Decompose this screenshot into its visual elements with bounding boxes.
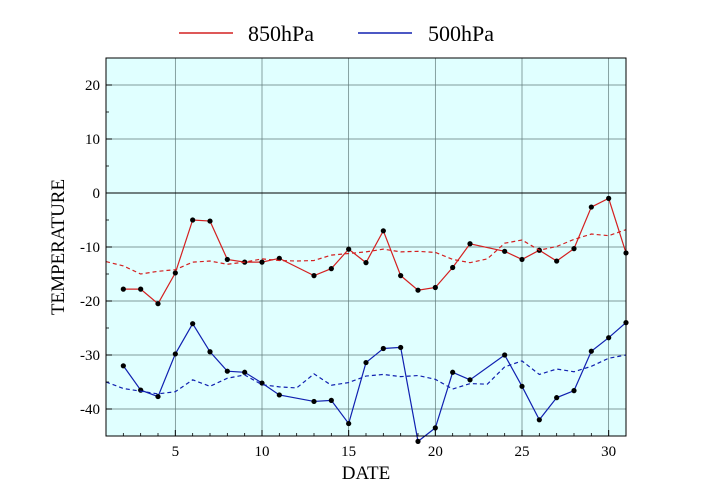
data-point xyxy=(502,248,508,254)
y-tick-label: 10 xyxy=(85,132,100,148)
data-point xyxy=(120,363,126,369)
data-point xyxy=(207,218,213,224)
data-point xyxy=(450,369,456,375)
data-point xyxy=(380,228,386,234)
data-point xyxy=(224,368,230,374)
data-point xyxy=(190,217,196,223)
data-point xyxy=(276,255,282,261)
series-line-2 xyxy=(122,322,627,443)
data-point xyxy=(606,195,612,201)
data-point xyxy=(120,286,126,292)
series-line-1 xyxy=(105,229,627,275)
data-point xyxy=(172,351,178,357)
series-0 xyxy=(120,195,629,307)
data-point xyxy=(172,270,178,276)
x-tick-label: 10 xyxy=(255,444,270,460)
x-axis-label: DATE xyxy=(342,463,391,484)
y-tick-label: 0 xyxy=(93,186,101,202)
data-point xyxy=(588,348,594,354)
data-point xyxy=(536,417,542,423)
data-point xyxy=(346,420,352,427)
data-point xyxy=(224,256,230,263)
data-point xyxy=(363,260,369,266)
data-point xyxy=(190,321,196,327)
y-tick-label: -40 xyxy=(80,402,100,418)
data-point xyxy=(311,273,317,279)
y-tick-label: 20 xyxy=(85,78,100,94)
data-point xyxy=(380,345,386,352)
x-tick-label: 30 xyxy=(601,444,616,460)
data-point xyxy=(328,397,334,403)
ticks: 5 10 15 20 25 30 20 10 0 -10 -20 -30 -40 xyxy=(80,57,627,460)
legend: 850hPa 500hPa xyxy=(179,21,494,46)
data-point xyxy=(554,395,560,401)
data-point xyxy=(398,273,404,279)
data-point xyxy=(276,392,282,398)
data-point xyxy=(155,301,161,307)
data-point xyxy=(398,344,404,351)
legend-label-500hpa: 500hPa xyxy=(428,21,494,46)
data-point xyxy=(502,352,508,358)
data-point xyxy=(554,258,560,264)
series-2 xyxy=(120,320,629,444)
data-point xyxy=(467,377,473,383)
data-point xyxy=(328,266,334,272)
series-layer xyxy=(105,195,629,444)
data-point xyxy=(207,349,213,355)
x-tick-label: 20 xyxy=(428,444,443,460)
y-tick-label: -30 xyxy=(80,348,100,364)
data-point xyxy=(467,241,473,247)
data-point xyxy=(415,287,421,293)
data-point xyxy=(138,286,144,292)
data-point xyxy=(571,246,577,252)
data-point xyxy=(259,259,265,265)
data-point xyxy=(432,284,438,291)
series-line-0 xyxy=(123,197,627,305)
data-point xyxy=(242,369,248,375)
data-point xyxy=(571,388,577,394)
data-point xyxy=(415,438,421,444)
data-point xyxy=(606,335,612,341)
data-point xyxy=(311,398,317,405)
data-point xyxy=(432,425,438,431)
data-point xyxy=(450,264,456,271)
data-point xyxy=(519,383,525,389)
series-1 xyxy=(105,229,627,275)
y-axis-label: TEMPERATURE xyxy=(48,179,69,315)
y-tick-label: -20 xyxy=(80,294,100,310)
data-point xyxy=(519,256,525,263)
series-line-3 xyxy=(105,354,627,395)
series-3 xyxy=(105,354,627,395)
y-tick-label: -10 xyxy=(80,240,100,256)
x-tick-label: 15 xyxy=(341,444,356,460)
data-point xyxy=(588,204,594,210)
legend-label-850hpa: 850hPa xyxy=(248,21,314,46)
data-point xyxy=(346,246,352,252)
x-tick-label: 25 xyxy=(515,444,530,460)
x-tick-label: 5 xyxy=(172,444,180,460)
data-point xyxy=(155,393,161,400)
data-point xyxy=(363,359,369,366)
